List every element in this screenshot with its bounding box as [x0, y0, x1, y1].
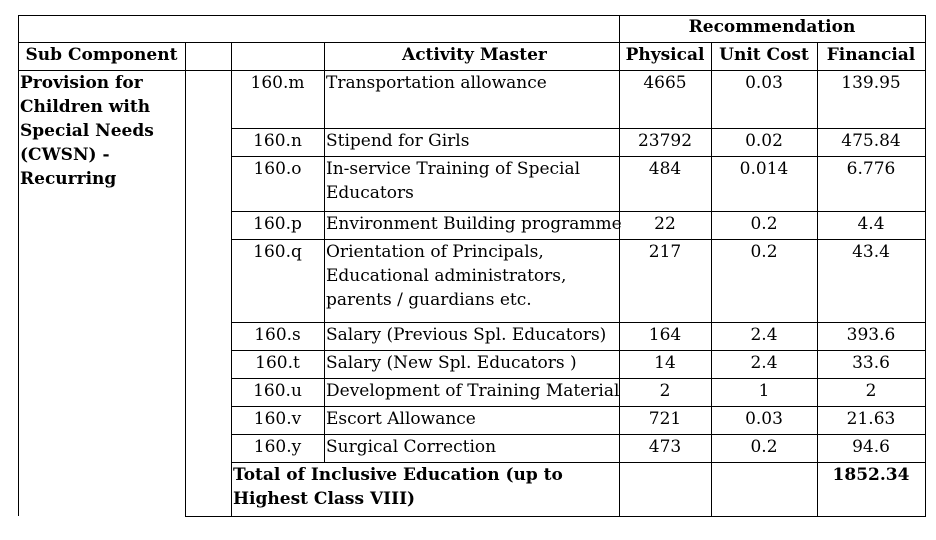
activity-code: 160.v — [253, 409, 302, 429]
sub-component-label: Children with — [20, 97, 151, 117]
activity-code: 160.u — [253, 381, 302, 401]
activity-code: 160.n — [253, 131, 302, 151]
border-left — [18, 15, 19, 516]
unit-cost-value: 0.02 — [745, 131, 783, 151]
unit-cost-value: 0.03 — [745, 73, 783, 93]
border-unit-cost — [711, 42, 712, 516]
unit-cost-value: 0.2 — [750, 242, 778, 262]
activity-name: Educators — [326, 183, 414, 203]
header-activity-master: Activity Master — [402, 45, 547, 65]
activity-code: 160.t — [255, 353, 300, 373]
table-bottom-border — [185, 516, 926, 517]
financial-value: 2 — [865, 381, 877, 401]
activity-name: Salary (New Spl. Educators ) — [326, 353, 577, 373]
activity-code: 160.s — [254, 325, 301, 345]
sub-component-label: Provision for — [20, 73, 143, 93]
physical-value: 4665 — [643, 73, 687, 93]
recommendation-group-header: Recommendation — [688, 17, 856, 37]
border-financial — [817, 42, 818, 516]
activity-name: Environment Building programme — [326, 214, 622, 234]
activity-code: 160.o — [253, 159, 302, 179]
activity-name: Transportation allowance — [326, 73, 547, 93]
financial-value: 393.6 — [846, 325, 896, 345]
activity-name: Salary (Previous Spl. Educators) — [326, 325, 607, 345]
header-financial: Financial — [826, 45, 916, 65]
physical-value: 473 — [648, 437, 682, 457]
total-label: Total of Inclusive Education (up to — [233, 465, 563, 485]
financial-value: 21.63 — [846, 409, 896, 429]
activity-code: 160.y — [253, 437, 302, 457]
unit-cost-value: 0.014 — [739, 159, 789, 179]
physical-value: 217 — [648, 242, 682, 262]
row-divider — [231, 434, 926, 435]
physical-value: 484 — [648, 159, 682, 179]
physical-value: 22 — [654, 214, 676, 234]
financial-value: 4.4 — [857, 214, 885, 234]
row-divider — [231, 128, 926, 129]
unit-cost-value: 0.2 — [750, 437, 778, 457]
row-divider — [231, 406, 926, 407]
physical-value: 721 — [648, 409, 682, 429]
activity-name: Escort Allowance — [326, 409, 476, 429]
financial-value: 6.776 — [846, 159, 896, 179]
unit-cost-value: 0.03 — [745, 409, 783, 429]
activity-name: Development of Training Material — [326, 381, 620, 401]
border-code — [231, 42, 232, 516]
physical-value: 23792 — [637, 131, 693, 151]
activity-name: Stipend for Girls — [326, 131, 470, 151]
activity-code: 160.m — [250, 73, 305, 93]
financial-value: 475.84 — [841, 131, 901, 151]
row-divider — [231, 156, 926, 157]
activity-name: Surgical Correction — [326, 437, 497, 457]
activity-name: Educational administrators, — [326, 266, 567, 286]
sub-component-label: (CWSN) - — [20, 145, 110, 165]
border-activity — [324, 42, 325, 462]
header-divider — [18, 42, 926, 43]
header-unit-cost: Unit Cost — [719, 45, 809, 65]
table-top-border — [18, 15, 926, 16]
total-financial: 1852.34 — [832, 465, 910, 485]
unit-cost-value: 0.2 — [750, 214, 778, 234]
row-divider — [231, 378, 926, 379]
financial-value: 33.6 — [852, 353, 890, 373]
activity-name: parents / guardians etc. — [326, 290, 532, 310]
physical-value: 14 — [654, 353, 676, 373]
financial-value: 139.95 — [841, 73, 901, 93]
sub-component-label: Recurring — [20, 169, 117, 189]
financial-value: 94.6 — [852, 437, 890, 457]
header-physical: Physical — [625, 45, 705, 65]
physical-value: 164 — [648, 325, 682, 345]
unit-cost-value: 2.4 — [750, 325, 778, 345]
row-divider — [231, 350, 926, 351]
financial-value: 43.4 — [852, 242, 890, 262]
physical-value: 2 — [659, 381, 671, 401]
total-label: Highest Class VIII) — [233, 489, 416, 509]
activity-name: Orientation of Principals, — [326, 242, 544, 262]
header-bottom-border — [18, 70, 926, 71]
activity-name: In-service Training of Special — [326, 159, 581, 179]
row-divider — [231, 322, 926, 323]
unit-cost-value: 2.4 — [750, 353, 778, 373]
border-right — [925, 15, 926, 516]
unit-cost-value: 1 — [758, 381, 770, 401]
activity-code: 160.q — [253, 242, 302, 262]
row-divider — [231, 239, 926, 240]
border-physical — [619, 15, 620, 516]
activity-code: 160.p — [253, 214, 302, 234]
row-divider — [231, 211, 926, 212]
sub-component-label: Special Needs — [20, 121, 154, 141]
header-sub-component: Sub Component — [25, 45, 178, 65]
border-sub-component — [185, 42, 186, 516]
row-divider — [231, 462, 926, 463]
